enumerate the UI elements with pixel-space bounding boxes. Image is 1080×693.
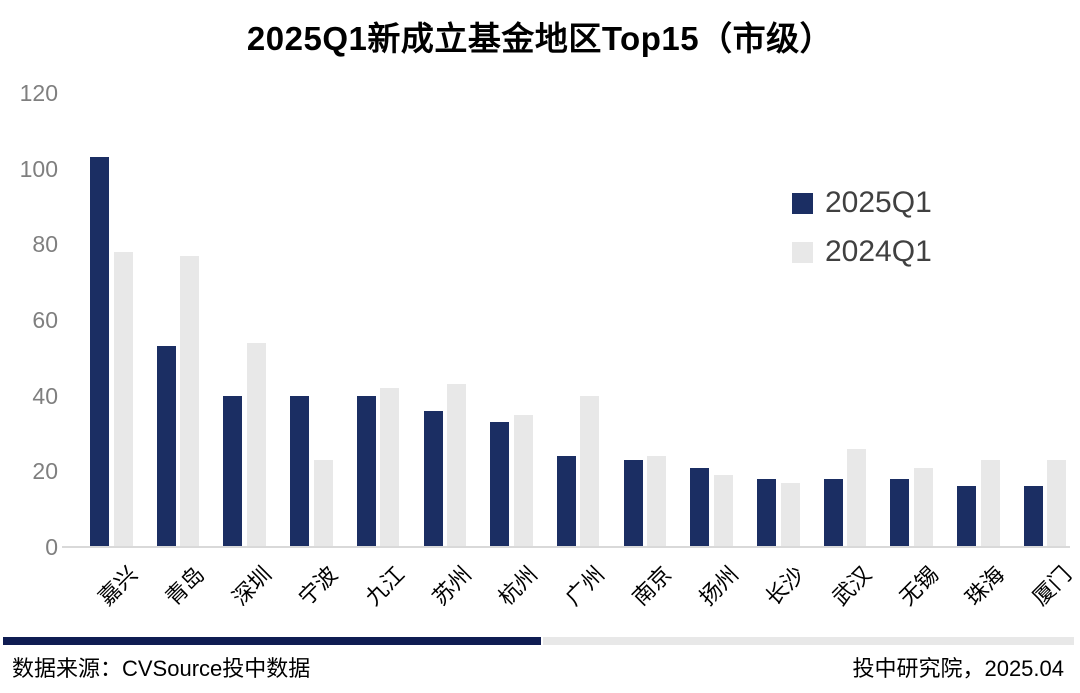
credit-label: 投中研究院，2025.04: [852, 656, 1064, 681]
x-axis-label-嘉兴: 嘉兴: [93, 561, 143, 611]
bar-2024q1-厦门: [1047, 459, 1067, 547]
bar-2025q1-厦门: [1023, 486, 1043, 547]
y-tick-label-60: 60: [32, 307, 58, 333]
legend-item-2025q1: 2025Q1: [792, 186, 932, 220]
bar-2025q1-长沙: [757, 478, 776, 547]
y-tick-label-20: 20: [32, 458, 58, 485]
bar-2025q1-深圳: [223, 395, 243, 547]
bar-2024q1-广州: [580, 395, 600, 547]
bar-2024q1-长沙: [780, 482, 800, 547]
bar-2024q1-杭州: [513, 414, 533, 547]
bar-2025q1-珠海: [957, 486, 977, 547]
bar-2024q1-深圳: [246, 342, 266, 547]
x-axis-label-深圳: 深圳: [227, 561, 276, 611]
footer-divider-gray: [543, 637, 1074, 645]
bar-2024q1-扬州: [713, 475, 733, 547]
x-axis-label-长沙: 长沙: [760, 561, 810, 611]
data-source-label: 数据来源：CVSource投中数据: [12, 656, 311, 681]
x-axis-label-广州: 广州: [560, 561, 610, 611]
y-tick-label-100: 100: [19, 155, 58, 182]
bar-2025q1-武汉: [823, 478, 843, 547]
footer-divider: [3, 637, 1074, 645]
bar-2025q1-杭州: [490, 422, 510, 547]
bar-2025q1-九江: [356, 395, 376, 547]
x-axis-label-无锡: 无锡: [894, 561, 943, 611]
bar-2025q1-南京: [623, 459, 643, 547]
legend: 2025Q1 2024Q1: [792, 186, 932, 284]
legend-item-2024q1: 2024Q1: [792, 235, 932, 269]
bar-2024q1-南京: [647, 456, 667, 547]
footer: 数据来源：CVSource投中数据 投中研究院，2025.04: [12, 651, 1064, 683]
legend-swatch-2024q1: [792, 241, 813, 263]
x-axis-label-厦门: 厦门: [1027, 561, 1077, 611]
x-axis-label-扬州: 扬州: [693, 561, 743, 611]
x-axis-label-苏州: 苏州: [427, 561, 476, 611]
y-tick-label-120: 120: [19, 80, 58, 106]
bar-2025q1-嘉兴: [90, 157, 109, 547]
bar-2025q1-青岛: [156, 346, 176, 547]
legend-swatch-2025q1: [792, 192, 813, 214]
x-axis-label-南京: 南京: [627, 561, 677, 611]
x-axis-label-珠海: 珠海: [960, 561, 1010, 611]
bar-2024q1-珠海: [980, 459, 1000, 547]
bar-2025q1-苏州: [423, 410, 443, 547]
bar-2025q1-广州: [556, 456, 576, 547]
x-axis-label-九江: 九江: [360, 561, 410, 611]
y-tick-label-80: 80: [32, 231, 58, 258]
bar-2025q1-宁波: [290, 395, 310, 547]
x-axis-line: [62, 546, 1070, 548]
footer-divider-navy: [3, 637, 541, 645]
bar-2024q1-嘉兴: [113, 251, 133, 547]
bar-2024q1-苏州: [447, 384, 466, 547]
chart-title: 2025Q1新成立基金地区Top15（市级）: [246, 20, 834, 57]
legend-label-2024q1: 2024Q1: [825, 235, 932, 268]
x-axis-label-宁波: 宁波: [293, 561, 343, 611]
x-axis-label-青岛: 青岛: [160, 561, 210, 611]
y-tick-label-40: 40: [32, 382, 58, 409]
x-axis-label-武汉: 武汉: [827, 561, 877, 611]
y-tick-label-0: 0: [45, 534, 58, 560]
bar-2024q1-武汉: [847, 448, 867, 547]
plot-area: [0, 93, 1080, 547]
x-axis-label-杭州: 杭州: [493, 561, 543, 611]
bar-2024q1-九江: [380, 388, 400, 547]
legend-label-2025q1: 2025Q1: [825, 186, 932, 219]
bar-2025q1-扬州: [690, 467, 710, 547]
bar-2024q1-青岛: [180, 255, 200, 547]
bar-2024q1-宁波: [313, 459, 333, 547]
bar-2024q1-无锡: [913, 467, 933, 547]
bar-2025q1-无锡: [890, 478, 910, 547]
